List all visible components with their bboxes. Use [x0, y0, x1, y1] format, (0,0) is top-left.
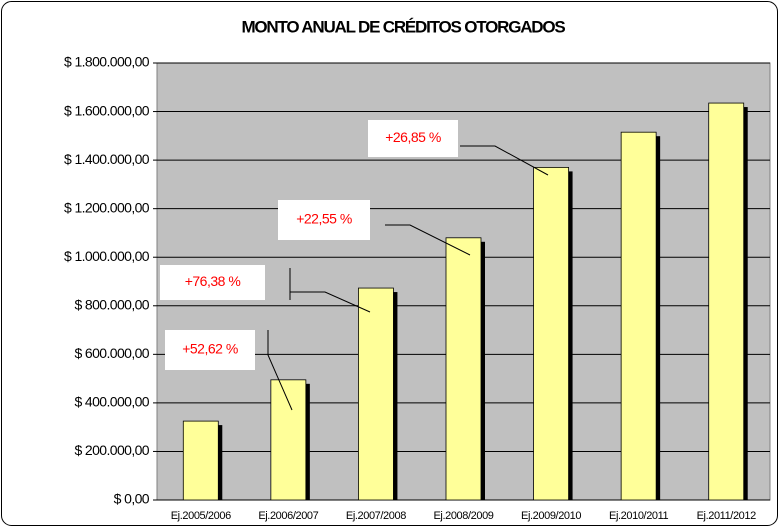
bar [708, 102, 745, 501]
bar [358, 287, 394, 501]
x-tick-label: Ej.2011/2012 [697, 510, 757, 522]
annotation: +76,38 % [185, 273, 241, 289]
y-tick-label: $ 200.000,00 [74, 442, 149, 458]
annotation: +26,85 % [385, 129, 441, 145]
annotation: +22,55 % [296, 211, 352, 227]
leader-line [289, 268, 371, 313]
bar [182, 420, 219, 501]
x-tick-label: Ej.2007/2008 [346, 510, 406, 522]
y-tick-label: $ 0,00 [114, 491, 150, 507]
y-tick-label: $ 1.400.000,00 [64, 151, 150, 167]
annotation-box [368, 120, 458, 157]
y-tick-label: $ 600.000,00 [74, 345, 149, 361]
y-tick-label: $ 400.000,00 [74, 394, 149, 410]
leader-line [385, 224, 471, 256]
annotation-box [160, 265, 265, 300]
y-tick-label: $ 1.200.000,00 [64, 199, 150, 215]
bar [270, 379, 307, 501]
annotation-box [278, 200, 370, 240]
x-tick-label: Ej.2010/2011 [609, 510, 669, 522]
bar [620, 131, 657, 501]
annotation: +52,62 % [182, 341, 238, 357]
x-tick-label: Ej.2005/2006 [171, 510, 231, 522]
leader-line [460, 145, 549, 176]
y-tick-label: $ 800.000,00 [74, 296, 149, 312]
leader-line [267, 330, 293, 411]
chart-title: MONTO ANUAL DE CRÉDITOS OTORGADOS [241, 17, 565, 36]
bar [533, 166, 569, 501]
y-tick-label: $ 1.800.000,00 [64, 54, 150, 70]
x-tick-label: Ej.2009/2010 [521, 510, 581, 522]
x-tick-label: Ej.2008/2009 [433, 510, 493, 522]
y-tick-label: $ 1.000.000,00 [64, 248, 150, 264]
annotation-box [165, 330, 255, 370]
x-tick-label: Ej.2006/2007 [258, 510, 318, 522]
bar [445, 237, 482, 501]
y-tick-label: $ 1.600.000,00 [64, 102, 150, 118]
